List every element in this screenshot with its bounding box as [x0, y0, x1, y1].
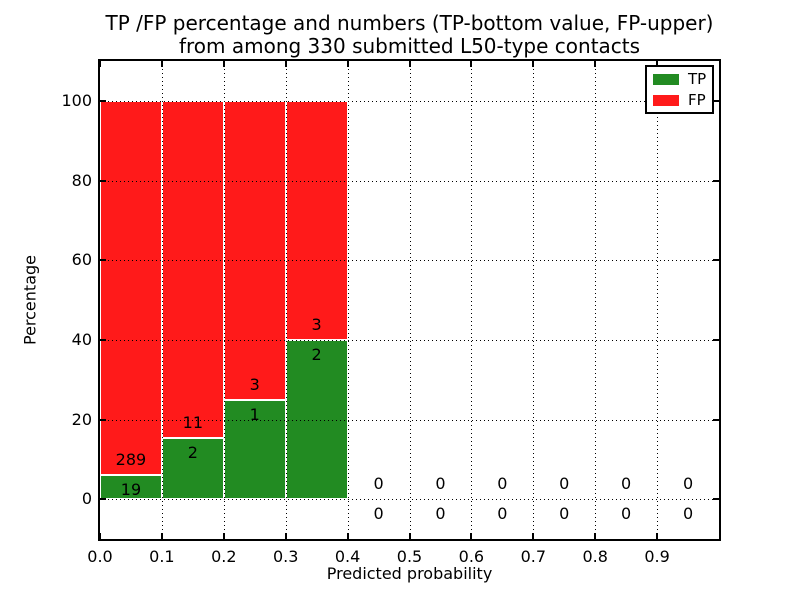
x-tick-label: 0.6	[458, 547, 485, 566]
y-tick-right	[713, 418, 719, 421]
tp-count-label: 0	[682, 504, 694, 524]
x-tick-label: 0.2	[211, 547, 237, 566]
x-tick-top	[222, 61, 225, 67]
x-gridline	[285, 61, 287, 539]
x-tick-top	[594, 61, 597, 67]
fp-count-label: 0	[497, 474, 508, 494]
y-tick-left	[100, 179, 106, 182]
chart-title: TP /FP percentage and numbers (TP-bottom…	[100, 12, 719, 58]
tp-count-label: 0	[559, 504, 570, 524]
x-tick-bottom	[284, 533, 287, 539]
fp-count-label: 0	[373, 474, 384, 494]
y-tick-right	[713, 338, 719, 341]
y-tick-label: 60	[71, 250, 92, 270]
fp-bar-segment	[100, 100, 162, 475]
tp-color-swatch	[653, 73, 679, 85]
x-tick-bottom	[656, 533, 659, 539]
plot-area: 0 20 40 60 80 100 0.0 0.1 0.2 0.3 0.4 0.5 0.6 0.7 0.8 0…	[61, 59, 721, 566]
x-tick-bottom	[470, 533, 473, 539]
x-tick-top	[284, 61, 287, 67]
chart-title-line1: TP /FP percentage and numbers (TP-bottom…	[105, 11, 714, 35]
x-gridline	[409, 61, 411, 539]
x-tick-label: 0.7	[520, 547, 547, 566]
y-axis-label: Percentage	[20, 254, 40, 346]
tp-count-label: 19	[120, 479, 142, 499]
x-tick-top	[408, 61, 411, 67]
tp-count-label: 1	[249, 404, 260, 424]
x-gridline	[223, 61, 225, 539]
fp-count-label: 3	[249, 374, 260, 394]
y-tick-label: 100	[61, 90, 92, 110]
x-gridline	[471, 61, 473, 539]
tp-bar-segment	[100, 474, 162, 500]
fp-count-label: 0	[682, 474, 694, 494]
y-tick-right	[713, 259, 719, 262]
x-axis-label: Predicted probability	[326, 564, 493, 583]
fp-color-swatch	[653, 94, 679, 106]
fp-count-label: 289	[115, 449, 147, 469]
y-tick-label: 20	[71, 409, 92, 429]
fp-count-label: 11	[182, 412, 204, 432]
x-tick-bottom	[99, 533, 101, 539]
y-tick-right	[713, 179, 719, 182]
y-tick-right	[713, 99, 719, 102]
y-tick-left	[100, 99, 106, 102]
y-tick-left	[100, 338, 106, 341]
x-tick-label: 0.1	[149, 547, 175, 566]
x-tick-top	[346, 61, 349, 67]
tp-count-label: 2	[187, 442, 198, 462]
tp-count-label: 0	[621, 504, 632, 524]
tp-count-label: 2	[311, 344, 322, 364]
x-gridline	[595, 61, 597, 539]
x-gridline	[533, 61, 535, 539]
fp-count-label: 3	[311, 314, 322, 334]
x-tick-top	[532, 61, 535, 67]
x-tick-label: 0.4	[334, 547, 361, 566]
x-gridline	[657, 61, 659, 539]
fp-count-label: 0	[621, 474, 632, 494]
tp-count-label: 0	[373, 504, 384, 524]
x-tick-bottom	[594, 533, 597, 539]
fp-bar-segment	[161, 100, 224, 438]
y-tick-label: 0	[81, 489, 92, 509]
fp-count-label: 0	[435, 474, 446, 494]
y-tick-label: 80	[71, 170, 92, 190]
fp-bar-segment	[223, 100, 286, 400]
x-tick-top	[656, 61, 659, 67]
x-tick-bottom	[532, 533, 535, 539]
tp-bar-segment	[161, 437, 224, 500]
y-tick-label: 40	[71, 329, 92, 349]
x-tick-label: 0.0	[87, 547, 113, 566]
x-tick-top	[160, 61, 163, 67]
x-tick-label: 0.5	[396, 547, 423, 566]
x-gridline	[347, 61, 349, 539]
y-tick-left	[100, 418, 106, 421]
legend-item-tp: TP	[653, 71, 706, 87]
x-tick-bottom	[222, 533, 225, 539]
x-tick-label: 0.3	[272, 547, 299, 566]
x-tick-label: 0.9	[644, 547, 670, 566]
x-tick-bottom	[408, 533, 411, 539]
fp-count-label: 0	[559, 474, 570, 494]
x-tick-top	[99, 61, 101, 67]
y-tick-left	[100, 259, 106, 262]
x-tick-label: 0.8	[582, 547, 608, 566]
legend-label-fp: FP	[688, 90, 706, 109]
tp-count-label: 0	[497, 504, 508, 524]
fp-bar-segment	[285, 100, 348, 340]
x-tick-bottom	[160, 533, 163, 539]
y-tick-left	[100, 498, 106, 501]
legend-label-tp: TP	[688, 69, 707, 88]
y-tick-right	[713, 498, 719, 501]
chart-title-line2: from among 330 submitted L50-type contac…	[178, 34, 641, 58]
legend-item-fp: FP	[653, 92, 706, 108]
tp-count-label: 0	[435, 504, 446, 524]
x-tick-bottom	[346, 533, 349, 539]
x-tick-top	[470, 61, 473, 67]
x-gridline	[161, 61, 163, 539]
plot-inner: 0 20 40 60 80 100 0.0 0.1 0.2 0.3 0.4 0.5 0.6 0.7 0.8 0…	[61, 61, 719, 566]
legend: TP FP	[645, 65, 714, 114]
